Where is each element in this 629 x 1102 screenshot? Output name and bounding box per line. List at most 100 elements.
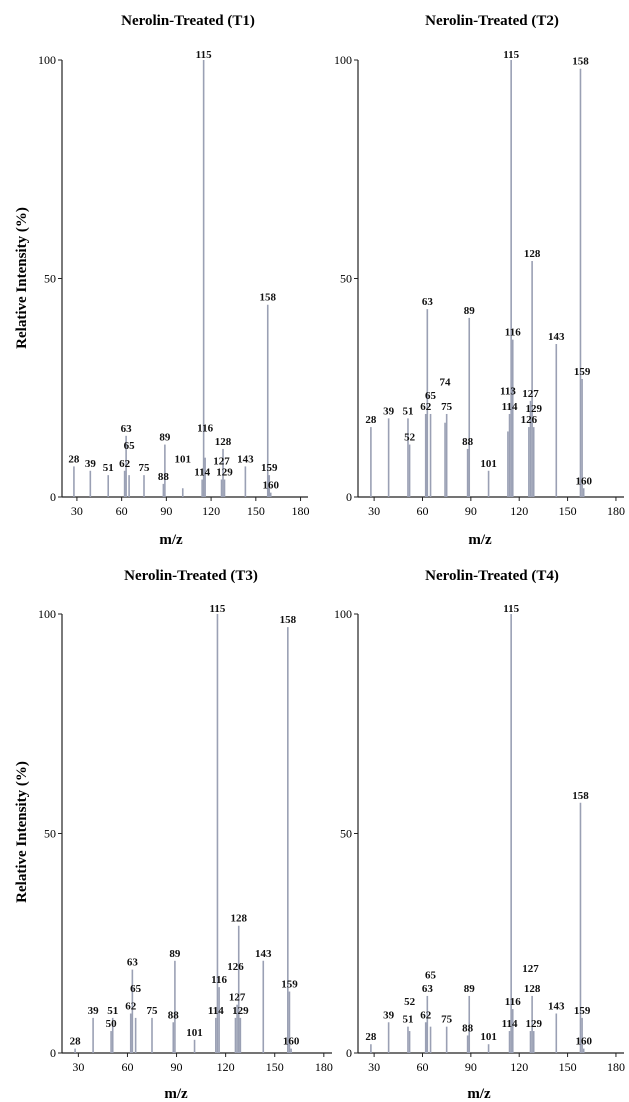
y-tick-label: 0 [346, 490, 352, 504]
peak-label: 39 [383, 1009, 395, 1021]
x-tick-label: 60 [121, 1060, 133, 1074]
peak-label: 101 [480, 1031, 497, 1043]
x-tick-label: 120 [217, 1060, 235, 1074]
peak-label: 63 [422, 296, 434, 308]
peak-label: 160 [575, 1036, 592, 1048]
y-tick-label: 100 [38, 607, 56, 621]
x-tick-label: 180 [607, 504, 625, 518]
x-tick-label: 150 [266, 1060, 284, 1074]
peak-label: 158 [280, 614, 297, 626]
peak-label: 158 [572, 56, 589, 68]
spectrum-panel-t2: Nerolin-Treated (T2) 0 50 100 30 60 90 120 150 18… [334, 13, 625, 518]
x-tick-label: 180 [607, 1060, 625, 1074]
peak-label: 115 [503, 603, 519, 615]
peak-label: 51 [402, 1014, 413, 1026]
peak-label: 114 [208, 1005, 224, 1017]
peak-label: 127 [229, 992, 246, 1004]
x-tick-label: 30 [368, 504, 380, 518]
peak-label: 75 [441, 1014, 453, 1026]
peak-label: 159 [574, 366, 591, 378]
peak-label: 128 [524, 248, 541, 260]
peak-label: 65 [425, 970, 437, 982]
peak-label: 39 [85, 458, 97, 470]
peak-label: 116 [211, 974, 227, 986]
peak-label: 28 [365, 1031, 377, 1043]
y-tick-label: 100 [334, 607, 352, 621]
x-tick-label: 120 [510, 504, 528, 518]
peak-label: 88 [462, 1022, 474, 1034]
y-tick-label: 0 [50, 1046, 56, 1060]
peak-label: 88 [462, 436, 474, 448]
peak-label: 65 [124, 440, 136, 452]
y-tick-label: 100 [334, 53, 352, 67]
peak-label: 116 [197, 423, 213, 435]
peak-label: 128 [230, 913, 247, 925]
peak-label: 116 [505, 996, 521, 1008]
x-tick-label: 90 [465, 504, 477, 518]
y-tick-label: 50 [44, 827, 56, 841]
x-axis-label-t3: m/z [164, 1086, 188, 1102]
y-axis-label-top: Relative Intensity (%) [14, 207, 30, 349]
peak-label: 127 [522, 388, 539, 400]
peak-label: 101 [175, 453, 192, 465]
peak-label: 115 [196, 49, 212, 61]
peak-label: 39 [383, 405, 395, 417]
peak-label: 89 [464, 983, 476, 995]
x-tick-label: 30 [71, 504, 83, 518]
peak-label: 159 [281, 979, 298, 991]
peak-label: 28 [365, 414, 377, 426]
x-tick-label: 60 [116, 504, 128, 518]
peak-label: 160 [262, 480, 279, 492]
peak-label: 126 [521, 414, 538, 426]
panel-title: Nerolin-Treated (T1) [121, 13, 255, 29]
peak-label: 158 [572, 790, 589, 802]
peak-label: 115 [503, 49, 519, 61]
spectrum-panel-t1: Nerolin-Treated (T1) 0 50 100 30 60 90 120 150 18… [38, 13, 310, 518]
x-axis-label-t2: m/z [468, 532, 492, 548]
panel-title: Nerolin-Treated (T3) [124, 568, 258, 584]
y-tick-label: 50 [340, 827, 352, 841]
peak-label: 127 [213, 456, 230, 468]
peak-label: 52 [404, 996, 416, 1008]
peak-label: 89 [169, 948, 181, 960]
peak-label: 65 [425, 390, 437, 402]
peak-label: 88 [158, 471, 170, 483]
peak-label: 28 [68, 453, 80, 465]
x-tick-label: 90 [171, 1060, 183, 1074]
peak-label: 143 [255, 948, 272, 960]
peak-label: 126 [227, 961, 244, 973]
peak-label: 143 [548, 331, 565, 343]
peak-label: 89 [464, 305, 476, 317]
peak-label: 75 [139, 462, 151, 474]
peak-label: 89 [159, 432, 171, 444]
peak-label: 101 [186, 1027, 203, 1039]
y-tick-label: 50 [44, 272, 56, 286]
panel-title: Nerolin-Treated (T4) [425, 568, 559, 584]
peak-label: 28 [70, 1036, 82, 1048]
y-tick-label: 100 [38, 53, 56, 67]
peak-label: 129 [525, 1018, 542, 1030]
x-tick-label: 150 [559, 1060, 577, 1074]
peak-label: 63 [121, 423, 133, 435]
x-tick-label: 90 [160, 504, 172, 518]
peak-label: 160 [283, 1036, 300, 1048]
peak-label: 62 [420, 401, 432, 413]
peak-label: 143 [548, 1000, 565, 1012]
peak-label: 101 [480, 458, 497, 470]
peak-label: 74 [440, 377, 452, 389]
peak-label: 39 [88, 1005, 100, 1017]
peak-label: 62 [420, 1009, 432, 1021]
spectrum-panel-t3: Nerolin-Treated (T3) 0 50 100 30 60 90 120 150 18… [38, 568, 333, 1074]
peak-label: 113 [500, 385, 516, 397]
peak-label: 75 [441, 401, 453, 413]
peak-label: 129 [232, 1005, 249, 1017]
x-axis-label-t1: m/z [159, 532, 183, 548]
peak-label: 114 [194, 467, 210, 479]
peak-label: 129 [216, 467, 233, 479]
x-tick-label: 60 [416, 504, 428, 518]
x-tick-label: 90 [465, 1060, 477, 1074]
peak-label: 159 [261, 462, 278, 474]
peak-label: 63 [127, 957, 139, 969]
